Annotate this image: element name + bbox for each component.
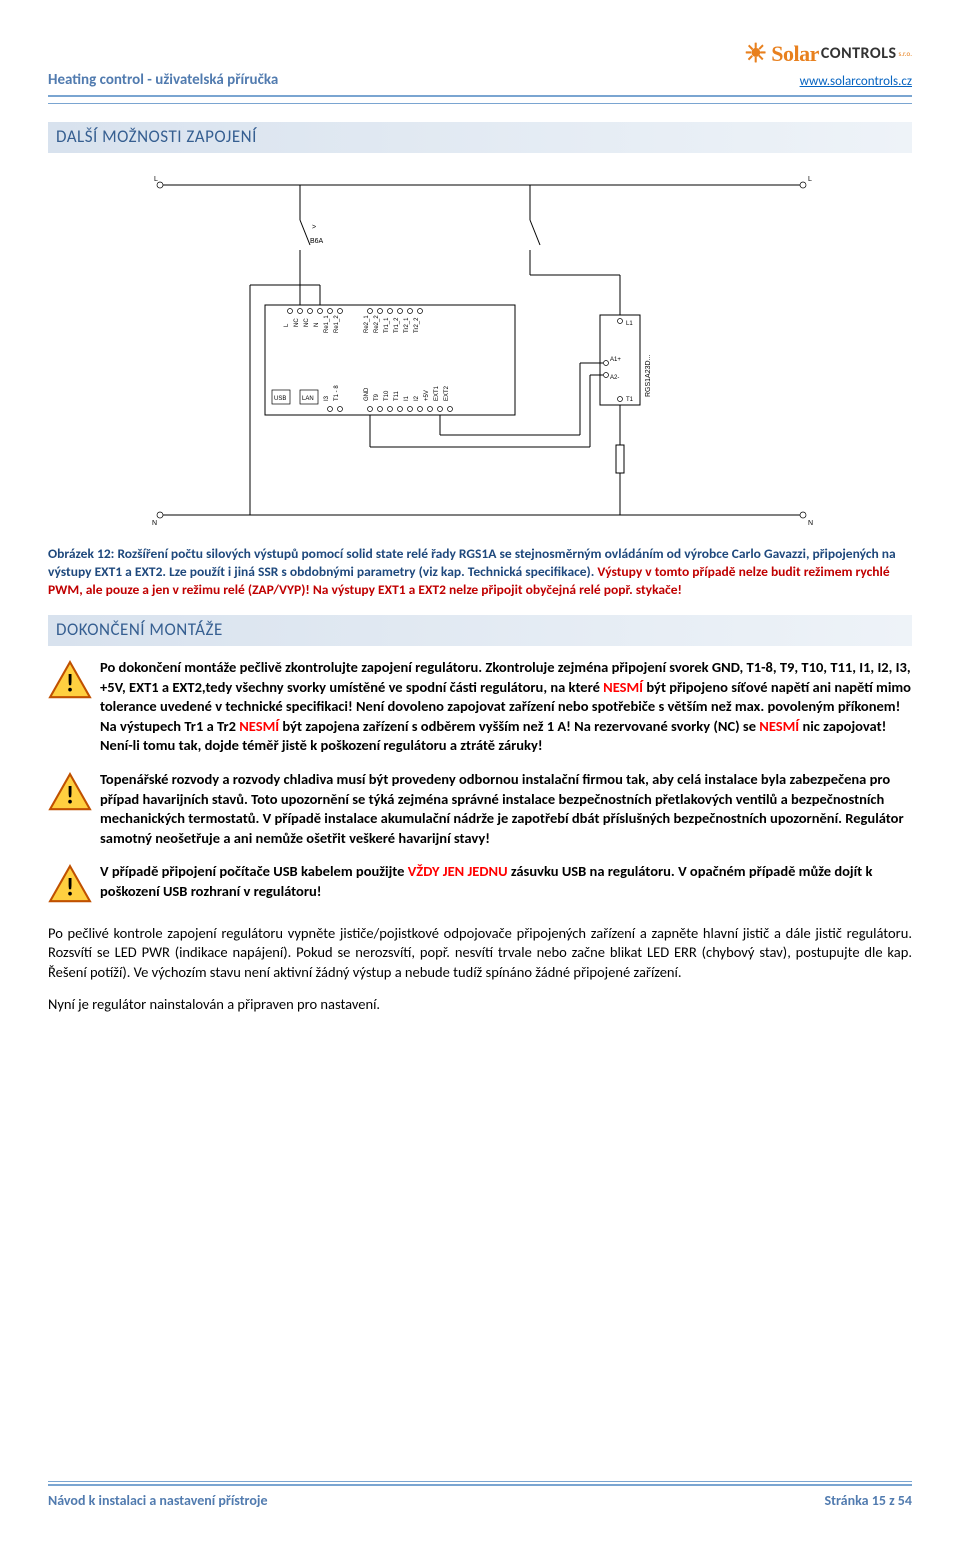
svg-text:Tr1_2: Tr1_2 xyxy=(394,316,400,332)
warning-block-2: ! Topenářské rozvody a rozvody chladiva … xyxy=(48,770,912,848)
header-title: Heating control - uživatelská příručka xyxy=(48,70,278,90)
diag-label: N xyxy=(152,520,157,527)
svg-text:T10: T10 xyxy=(384,390,390,401)
diag-label: USB xyxy=(274,396,286,402)
svg-text:N: N xyxy=(314,322,320,326)
diag-label: L xyxy=(808,176,812,183)
warning-icon: ! xyxy=(48,862,100,910)
logo-sro: s.r.o. xyxy=(899,49,912,58)
wiring-diagram: L L N N > B6A L N xyxy=(48,165,912,535)
warning-text: V případě připojení počítače USB kabelem… xyxy=(100,862,912,901)
header-rule xyxy=(48,103,912,104)
diag-label: LAN xyxy=(302,396,314,402)
diag-label: A2- xyxy=(610,375,619,381)
figure-caption: Obrázek 12: Rozšíření počtu silových výs… xyxy=(48,545,912,600)
svg-text:T9: T9 xyxy=(374,393,380,401)
section-heading-2: DOKONČENÍ MONTÁŽE xyxy=(48,615,912,646)
svg-text:!: ! xyxy=(66,780,74,811)
svg-text:GND: GND xyxy=(364,387,370,401)
svg-text:+5V: +5V xyxy=(424,390,430,401)
svg-text:NC: NC xyxy=(294,317,300,326)
svg-text:Tr2_2: Tr2_2 xyxy=(414,316,420,332)
body-paragraph-1: Po pečlivé kontrole zapojení regulátoru … xyxy=(48,924,912,983)
warning-icon: ! xyxy=(48,770,100,818)
page-footer: Návod k instalaci a nastavení přístroje … xyxy=(48,1481,912,1511)
svg-text:!: ! xyxy=(66,668,74,699)
diag-label: RGS1A23D... xyxy=(645,354,652,396)
svg-text:Re1_1: Re1_1 xyxy=(324,314,330,332)
page-header: Heating control - uživatelská příručka ☀… xyxy=(48,36,912,97)
diag-label: L xyxy=(154,176,158,183)
svg-text:Re2_2: Re2_2 xyxy=(374,314,380,332)
warning-icon: ! xyxy=(48,658,100,706)
body-paragraph-2: Nyní je regulátor nainstalován a připrav… xyxy=(48,995,912,1015)
logo: ☀ Solar CONTROLS s.r.o. xyxy=(744,36,912,71)
warning-text: Topenářské rozvody a rozvody chladiva mu… xyxy=(100,770,912,848)
logo-controls: CONTROLS xyxy=(821,43,897,65)
warning-block-1: ! Po dokončení montáže pečlivě zkontrolu… xyxy=(48,658,912,756)
svg-text:T1 - 8: T1 - 8 xyxy=(334,384,340,400)
diag-label: B6A xyxy=(310,238,324,245)
diag-label: L1 xyxy=(626,321,633,327)
diag-label: N xyxy=(808,520,813,527)
svg-text:NC: NC xyxy=(304,317,310,326)
section-heading-1: DALŠÍ MOŽNOSTI ZAPOJENÍ xyxy=(48,122,912,153)
diag-label: T1 xyxy=(626,397,634,403)
footer-right: Stránka 15 z 54 xyxy=(825,1492,912,1511)
warning-block-3: ! V případě připojení počítače USB kabel… xyxy=(48,862,912,910)
footer-left: Návod k instalaci a nastavení přístroje xyxy=(48,1492,268,1511)
site-link[interactable]: www.solarcontrols.cz xyxy=(800,74,912,89)
svg-text:Re1_2: Re1_2 xyxy=(334,314,340,332)
header-right: ☀ Solar CONTROLS s.r.o. www.solarcontrol… xyxy=(744,36,912,91)
logo-solar: Solar xyxy=(771,39,819,69)
svg-text:I2: I2 xyxy=(414,395,420,401)
diag-label: A1+ xyxy=(610,357,621,363)
sun-icon: ☀ xyxy=(744,36,767,71)
svg-text:Re2_1: Re2_1 xyxy=(364,314,370,332)
svg-text:EXT2: EXT2 xyxy=(444,385,450,401)
diag-label: > xyxy=(312,224,316,231)
svg-text:Tr1_1: Tr1_1 xyxy=(384,316,390,332)
svg-text:!: ! xyxy=(66,872,74,903)
svg-text:I1: I1 xyxy=(404,395,410,401)
warning-text: Po dokončení montáže pečlivě zkontrolujt… xyxy=(100,658,912,756)
svg-text:I3: I3 xyxy=(324,395,330,401)
svg-text:T11: T11 xyxy=(394,390,400,401)
svg-text:Tr2_1: Tr2_1 xyxy=(404,316,410,332)
svg-text:EXT1: EXT1 xyxy=(434,385,440,401)
